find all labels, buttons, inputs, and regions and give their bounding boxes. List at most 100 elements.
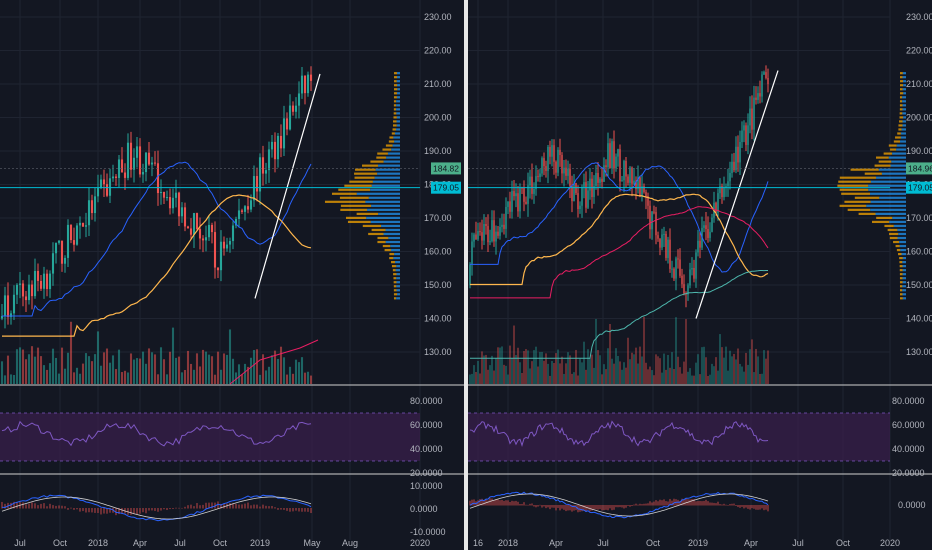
macd-histogram-bar xyxy=(721,504,723,506)
candle-body xyxy=(261,157,265,174)
macd-histogram-bar xyxy=(199,505,201,509)
candle-body xyxy=(711,217,713,232)
current-price-tag xyxy=(906,162,932,175)
macd-histogram-bar xyxy=(151,508,153,511)
candle-body xyxy=(729,172,731,182)
volume-bar xyxy=(15,349,19,384)
volume-profile-bar xyxy=(396,104,400,107)
trendline[interactable] xyxy=(254,73,321,299)
volume-bar xyxy=(87,356,91,384)
volume-profile-bar xyxy=(899,104,903,107)
macd-histogram-bar xyxy=(695,501,697,506)
macd-histogram-bar xyxy=(145,508,147,514)
macd-histogram-bar xyxy=(553,505,555,508)
volume-bar xyxy=(593,367,595,384)
price-axis-label: 160.00 xyxy=(424,247,452,257)
volume-bar xyxy=(743,371,745,384)
candle-body xyxy=(569,168,571,186)
volume-profile-bar xyxy=(368,232,384,236)
chart-pane-left[interactable]: 230.00220.00210.00200.00190.00180.00170.… xyxy=(0,0,464,550)
volume-profile-bar xyxy=(902,120,906,123)
macd-histogram-bar xyxy=(220,503,222,509)
time-axis-label: 2018 xyxy=(88,538,108,548)
macd-histogram-bar xyxy=(597,505,599,510)
volume-bar xyxy=(24,359,28,384)
volume-bar xyxy=(219,369,223,384)
candle-body xyxy=(719,186,721,194)
volume-bar xyxy=(757,356,759,384)
macd-histogram-bar xyxy=(509,501,511,506)
volume-profile-bar xyxy=(397,293,400,296)
trendline[interactable] xyxy=(695,70,779,319)
macd-histogram-bar xyxy=(703,500,705,506)
volume-profile-bar xyxy=(881,172,906,175)
chart-pane-right[interactable]: 230.00220.00210.00200.00190.00180.00170.… xyxy=(468,0,932,550)
macd-histogram-bar xyxy=(603,505,605,511)
volume-bar xyxy=(685,319,687,384)
volume-bar xyxy=(639,346,641,384)
moving-average-blue xyxy=(2,161,312,317)
macd-histogram-bar xyxy=(61,505,63,509)
volume-bar xyxy=(42,365,46,384)
candle-body xyxy=(691,267,693,270)
volume-profile-bar xyxy=(891,160,906,163)
macd-histogram-bar xyxy=(211,502,213,509)
macd-histogram-bar xyxy=(469,500,471,506)
volume-profile-bar xyxy=(390,261,396,264)
candle-body xyxy=(637,177,639,190)
macd-histogram-bar xyxy=(751,505,753,509)
volume-bar xyxy=(33,356,37,384)
candle-body xyxy=(627,176,629,183)
candle-body xyxy=(675,258,677,279)
volume-bar xyxy=(96,331,100,384)
volume-profile-bar xyxy=(899,120,903,123)
volume-bar xyxy=(571,373,573,384)
volume-bar xyxy=(585,369,587,384)
volume-bar xyxy=(114,369,118,384)
candle-body xyxy=(273,141,277,160)
volume-profile-bar xyxy=(839,188,869,191)
macd-histogram-bar xyxy=(163,508,165,510)
volume-bar xyxy=(69,321,73,384)
candle-body xyxy=(69,224,73,241)
macd-histogram-bar xyxy=(109,508,111,513)
chart-canvas-right[interactable]: 230.00220.00210.00200.00190.00180.00170.… xyxy=(468,0,932,550)
volume-profile-bar xyxy=(837,184,869,187)
macd-histogram-bar xyxy=(229,503,231,509)
level-price-tag xyxy=(431,181,461,194)
candle-body xyxy=(661,234,663,248)
chart-canvas-left[interactable]: 230.00220.00210.00200.00190.00180.00170.… xyxy=(0,0,464,550)
volume-bar xyxy=(479,373,481,384)
candles[interactable] xyxy=(469,65,769,384)
volume-bar xyxy=(615,348,617,384)
volume-profile-bar xyxy=(896,144,906,147)
candle-body xyxy=(663,233,665,235)
candle-body xyxy=(153,162,157,164)
volume-bar xyxy=(3,375,7,384)
volume-profile-bar xyxy=(899,285,903,288)
volume-profile-bar xyxy=(902,88,906,91)
volume-bar xyxy=(635,347,637,384)
volume-profile-bar xyxy=(397,88,400,91)
candle-body xyxy=(515,193,517,197)
volume-profile-bar xyxy=(900,140,906,143)
volume-profile-bar xyxy=(866,204,906,207)
macd-histogram-bar xyxy=(667,501,669,506)
volume-bar xyxy=(569,355,571,384)
candle-body xyxy=(529,176,531,186)
volume-profile-bar xyxy=(897,132,901,135)
volume-profile-bar xyxy=(902,96,906,99)
candle-body xyxy=(609,143,611,169)
volume-profile-bar xyxy=(899,92,904,95)
macd-histogram-bar xyxy=(585,505,587,512)
volume-bar xyxy=(499,347,501,384)
macd-histogram-bar xyxy=(539,504,541,506)
pane-divider[interactable] xyxy=(464,0,468,550)
candle-body xyxy=(597,172,599,183)
candle-body xyxy=(168,197,172,209)
macd-histogram-bar xyxy=(665,501,667,506)
candle-body xyxy=(102,179,106,185)
macd-histogram-bar xyxy=(637,504,639,506)
macd-histogram-bar xyxy=(579,505,581,512)
candles[interactable] xyxy=(0,66,313,384)
